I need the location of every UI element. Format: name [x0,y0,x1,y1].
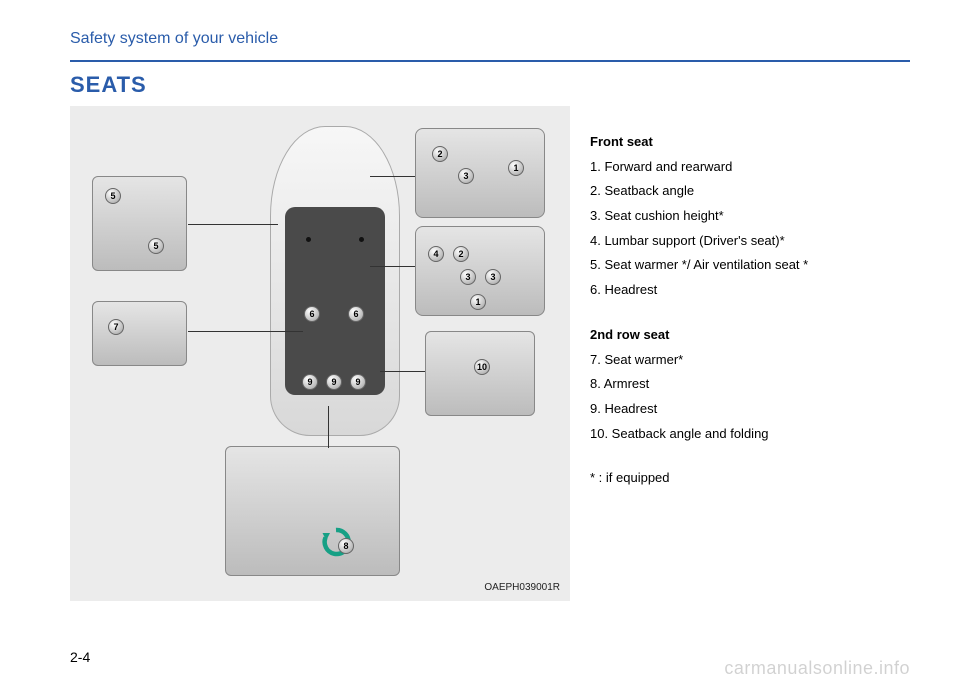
section-title: SEATS [70,72,910,98]
badge-9: 9 [302,374,318,390]
badge-3: 3 [460,269,476,285]
legend-front-title: Front seat [590,130,910,155]
leader-line [370,266,415,267]
manual-page: Safety system of your vehicle SEATS [0,0,960,689]
badge-5: 5 [105,188,121,204]
legend: Front seat 1. Forward and rearward 2. Se… [590,106,910,601]
content-row: 5 5 7 2 3 1 4 2 3 3 1 10 6 6 9 9 9 8 OAE… [70,106,910,601]
legend-item: 3. Seat cushion height* [590,204,910,229]
car-interior [285,207,385,395]
legend-item: 7. Seat warmer* [590,348,910,373]
badge-5: 5 [148,238,164,254]
figure-code: OAEPH039001R [484,582,560,593]
badge-2: 2 [432,146,448,162]
watermark: carmanualsonline.info [724,658,910,679]
callout-armrest [225,446,400,576]
badge-4: 4 [428,246,444,262]
badge-9: 9 [326,374,342,390]
badge-1: 1 [508,160,524,176]
legend-item: 6. Headrest [590,278,910,303]
badge-8: 8 [338,538,354,554]
dot [359,237,364,242]
legend-item: 10. Seatback angle and folding [590,422,910,447]
legend-second-title: 2nd row seat [590,323,910,348]
leader-line [188,331,303,332]
badge-3: 3 [485,269,501,285]
legend-item: 8. Armrest [590,372,910,397]
legend-item: 2. Seatback angle [590,179,910,204]
badge-10: 10 [474,359,490,375]
chapter-header: Safety system of your vehicle [70,30,910,54]
badge-6: 6 [348,306,364,322]
leader-line [370,176,415,177]
badge-1: 1 [470,294,486,310]
leader-line [380,371,425,372]
legend-item: 5. Seat warmer */ Air ventilation seat * [590,253,910,278]
legend-item: 1. Forward and rearward [590,155,910,180]
badge-6: 6 [304,306,320,322]
callout-seat-warmer-rear [92,301,187,366]
callout-manual-seat-controls [415,128,545,218]
badge-3: 3 [458,168,474,184]
leader-line [188,224,278,225]
legend-item: 9. Headrest [590,397,910,422]
legend-item: 4. Lumbar support (Driver's seat)* [590,229,910,254]
seats-diagram: 5 5 7 2 3 1 4 2 3 3 1 10 6 6 9 9 9 8 OAE… [70,106,570,601]
header-rule [70,60,910,62]
dot [306,237,311,242]
page-number: 2-4 [70,649,90,665]
badge-7: 7 [108,319,124,335]
badge-2: 2 [453,246,469,262]
leader-line [328,406,329,448]
legend-footnote: * : if equipped [590,466,910,491]
badge-9: 9 [350,374,366,390]
